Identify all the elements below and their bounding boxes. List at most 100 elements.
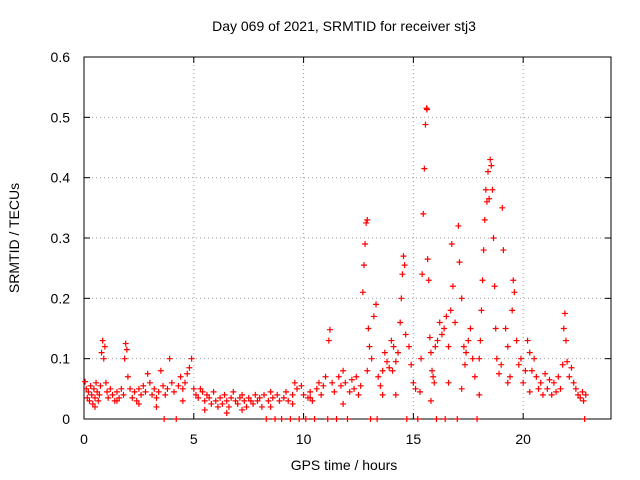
data-point (550, 379, 557, 386)
data-point (395, 349, 402, 356)
data-point (445, 379, 452, 386)
data-point (337, 382, 344, 389)
data-point (447, 307, 454, 314)
data-point (422, 121, 429, 128)
data-point (168, 379, 175, 386)
data-point (418, 355, 425, 362)
data-point (487, 156, 494, 163)
data-point (363, 219, 370, 226)
data-point (252, 391, 259, 398)
data-point (344, 416, 351, 422)
data-point (513, 337, 520, 344)
data-point (82, 378, 89, 385)
data-point (263, 416, 270, 422)
data-point (546, 376, 553, 383)
data-point (313, 385, 320, 392)
data-point (335, 373, 342, 380)
data-point (366, 343, 373, 350)
data-point (458, 295, 465, 302)
data-point (221, 391, 228, 398)
y-tick-label: 0.5 (51, 109, 71, 125)
data-point (559, 361, 566, 368)
data-point (348, 376, 355, 383)
data-point (499, 204, 506, 211)
data-point (582, 391, 589, 398)
data-point (129, 394, 136, 401)
data-point (208, 400, 215, 407)
data-point (162, 391, 169, 398)
data-point (368, 355, 375, 362)
data-point (89, 400, 96, 407)
data-point (425, 277, 432, 284)
data-point (560, 325, 567, 332)
x-tick-label: 15 (406, 431, 422, 447)
data-point (432, 343, 439, 350)
data-point (326, 326, 333, 333)
axis-ticks (83, 56, 611, 420)
data-point (324, 416, 331, 422)
data-point (365, 325, 372, 332)
data-point (146, 379, 153, 386)
data-point (401, 262, 408, 269)
data-point (438, 331, 445, 338)
data-point (442, 416, 449, 422)
data-point (555, 373, 562, 380)
data-point (454, 416, 461, 422)
data-point (223, 397, 230, 404)
data-point (228, 394, 235, 401)
data-point (579, 388, 586, 395)
data-point (217, 394, 224, 401)
x-tick-label: 5 (190, 431, 198, 447)
data-point (478, 307, 485, 314)
data-point (419, 271, 426, 278)
data-point (171, 388, 178, 395)
data-point (400, 253, 407, 260)
data-point (384, 358, 391, 365)
data-point (232, 397, 239, 404)
x-tick-label: 0 (80, 431, 88, 447)
data-point (230, 388, 237, 395)
data-point (429, 367, 436, 374)
data-point (239, 391, 246, 398)
data-point (283, 388, 290, 395)
data-point (300, 391, 307, 398)
data-point (562, 337, 569, 344)
data-point (315, 379, 322, 386)
data-point (122, 340, 129, 347)
data-point (296, 416, 303, 422)
data-point (91, 394, 98, 401)
y-tick-labels: 0 0.1 0.2 0.3 0.4 0.5 0.6 (51, 49, 71, 427)
data-point (322, 373, 329, 380)
data-point (267, 403, 274, 410)
data-point (544, 385, 551, 392)
data-point (542, 370, 549, 377)
data-point (278, 416, 285, 422)
data-point (160, 382, 167, 389)
data-point (245, 394, 252, 401)
plot-frame (83, 56, 612, 420)
data-point (480, 247, 487, 254)
data-point (184, 370, 191, 377)
data-point (153, 394, 160, 401)
data-point (144, 370, 151, 377)
data-point (477, 337, 484, 344)
data-point (331, 388, 338, 395)
data-point (427, 397, 434, 404)
data-point (241, 397, 248, 404)
data-point (87, 382, 94, 389)
data-point (269, 394, 276, 401)
data-point (138, 391, 145, 398)
data-point (476, 391, 483, 398)
data-point (201, 397, 208, 404)
data-point (528, 367, 535, 374)
data-point (486, 195, 493, 202)
data-point (386, 364, 393, 371)
data-point (186, 364, 193, 371)
data-point (490, 235, 497, 241)
data-point (333, 416, 340, 422)
data-point (509, 307, 516, 314)
data-point (177, 373, 184, 380)
chart-title: Day 069 of 2021, SRMTID for receiver stj… (212, 18, 476, 34)
y-tick-label: 0.2 (51, 290, 71, 306)
data-point (533, 373, 540, 380)
